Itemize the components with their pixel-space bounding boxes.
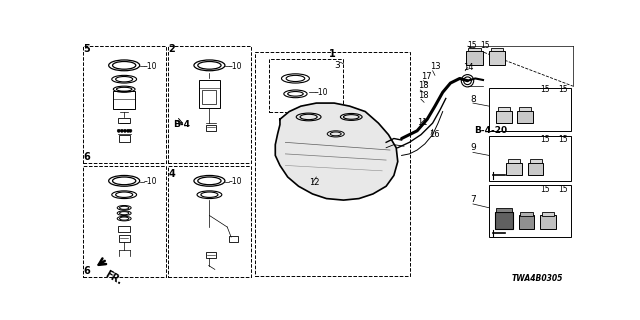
Bar	[518, 107, 531, 111]
Polygon shape	[275, 103, 397, 200]
Text: 7: 7	[470, 195, 476, 204]
Bar	[205, 252, 216, 258]
Text: 6: 6	[83, 152, 90, 162]
Bar	[83, 46, 166, 163]
Text: 6: 6	[83, 266, 90, 276]
Bar	[520, 212, 532, 215]
Bar	[83, 166, 166, 277]
Text: 8: 8	[470, 94, 476, 104]
Text: 18: 18	[418, 91, 429, 100]
Bar	[496, 111, 511, 123]
Circle shape	[124, 129, 127, 132]
Text: 12: 12	[308, 178, 319, 187]
Bar	[495, 212, 513, 229]
Bar	[113, 91, 135, 109]
Text: 14: 14	[463, 63, 474, 72]
Circle shape	[120, 129, 124, 132]
Text: 15: 15	[540, 135, 550, 144]
Bar	[529, 159, 542, 163]
Text: 1: 1	[328, 49, 335, 59]
Text: 16: 16	[429, 130, 440, 139]
Bar	[205, 124, 216, 131]
Bar	[489, 52, 505, 65]
Text: 15: 15	[558, 185, 568, 194]
Text: 3: 3	[335, 61, 340, 70]
Text: 15: 15	[558, 135, 568, 144]
Bar	[119, 235, 129, 243]
Bar	[491, 48, 503, 52]
Bar	[489, 185, 572, 237]
Bar	[198, 80, 220, 108]
Bar	[542, 212, 554, 215]
Text: 15: 15	[540, 185, 550, 194]
Text: 2: 2	[168, 44, 175, 54]
Bar	[489, 88, 572, 131]
Bar	[255, 52, 410, 276]
Text: 11: 11	[417, 118, 428, 127]
Text: FR.: FR.	[103, 269, 124, 287]
Text: 17: 17	[421, 72, 431, 81]
Bar	[508, 159, 520, 163]
Circle shape	[129, 129, 132, 132]
Text: –10: –10	[143, 62, 157, 71]
Bar	[269, 59, 343, 112]
Text: 9: 9	[470, 143, 476, 152]
Text: B-4-20: B-4-20	[474, 126, 507, 135]
Bar	[518, 215, 534, 229]
Text: 15: 15	[540, 85, 550, 94]
Bar	[119, 135, 129, 142]
Bar	[506, 163, 522, 175]
Bar	[489, 136, 572, 181]
Text: –10: –10	[315, 88, 328, 97]
Text: 13: 13	[430, 62, 441, 71]
Text: –10: –10	[143, 177, 157, 186]
Text: 15: 15	[558, 85, 568, 94]
Text: 5: 5	[83, 44, 90, 54]
Bar	[118, 226, 131, 232]
Text: B-4: B-4	[173, 120, 190, 129]
Bar	[168, 166, 252, 277]
Bar	[466, 52, 483, 65]
Text: –10: –10	[229, 177, 243, 186]
Text: 4: 4	[168, 169, 175, 179]
Bar	[517, 111, 532, 123]
Text: –10: –10	[229, 62, 243, 71]
Bar	[528, 163, 543, 175]
Bar	[540, 215, 556, 229]
Text: 18: 18	[418, 82, 429, 91]
Bar	[229, 236, 238, 243]
Bar	[202, 90, 216, 104]
Bar	[118, 118, 131, 123]
Bar	[168, 46, 252, 163]
Text: 15: 15	[467, 41, 477, 51]
Bar	[498, 107, 510, 111]
Bar	[468, 48, 481, 52]
Circle shape	[127, 129, 130, 132]
Bar	[496, 208, 511, 212]
Circle shape	[117, 129, 120, 132]
Text: 15: 15	[480, 41, 490, 51]
Text: TWA4B0305: TWA4B0305	[511, 274, 563, 283]
